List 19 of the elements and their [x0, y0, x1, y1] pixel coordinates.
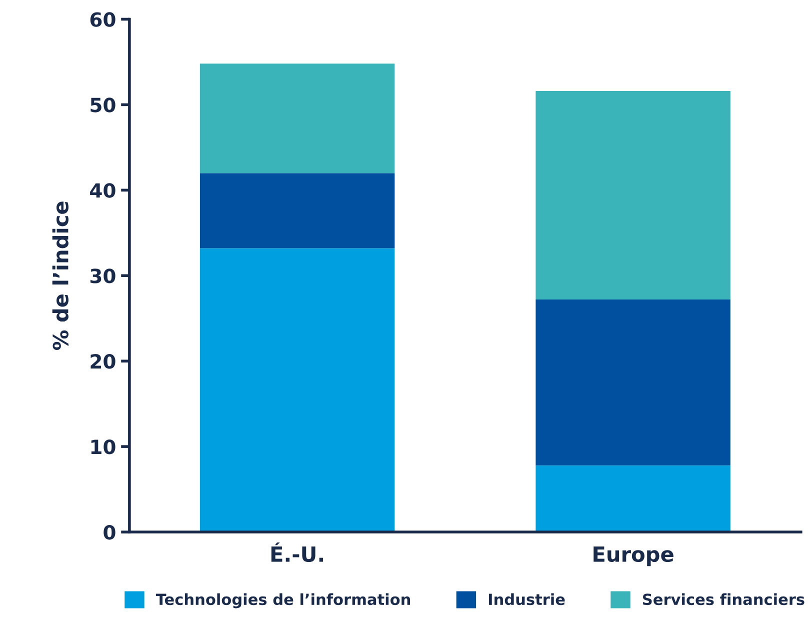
bar — [536, 465, 730, 532]
legend-label: Services financiers — [642, 593, 804, 606]
y-tick-label: 30 — [90, 268, 116, 284]
bar — [200, 173, 395, 248]
y-tick-label: 40 — [90, 183, 116, 198]
x-tick-label: Europe — [594, 546, 674, 566]
bar — [536, 300, 730, 466]
y-tick-label: 20 — [90, 354, 116, 369]
x-tick-label: É.-U. — [271, 542, 323, 562]
y-axis-title: % de l’indice — [52, 202, 68, 350]
y-tick-label: 60 — [90, 12, 116, 27]
y-tick-label: 10 — [91, 440, 116, 454]
bar — [200, 248, 395, 532]
legend-label: Technologies de l’information — [156, 593, 410, 608]
y-tick-label: 0 — [104, 524, 116, 540]
legend-label: Industrie — [488, 593, 565, 606]
bar — [200, 64, 395, 174]
y-tick-label: 50 — [90, 98, 116, 112]
bar — [536, 91, 730, 300]
